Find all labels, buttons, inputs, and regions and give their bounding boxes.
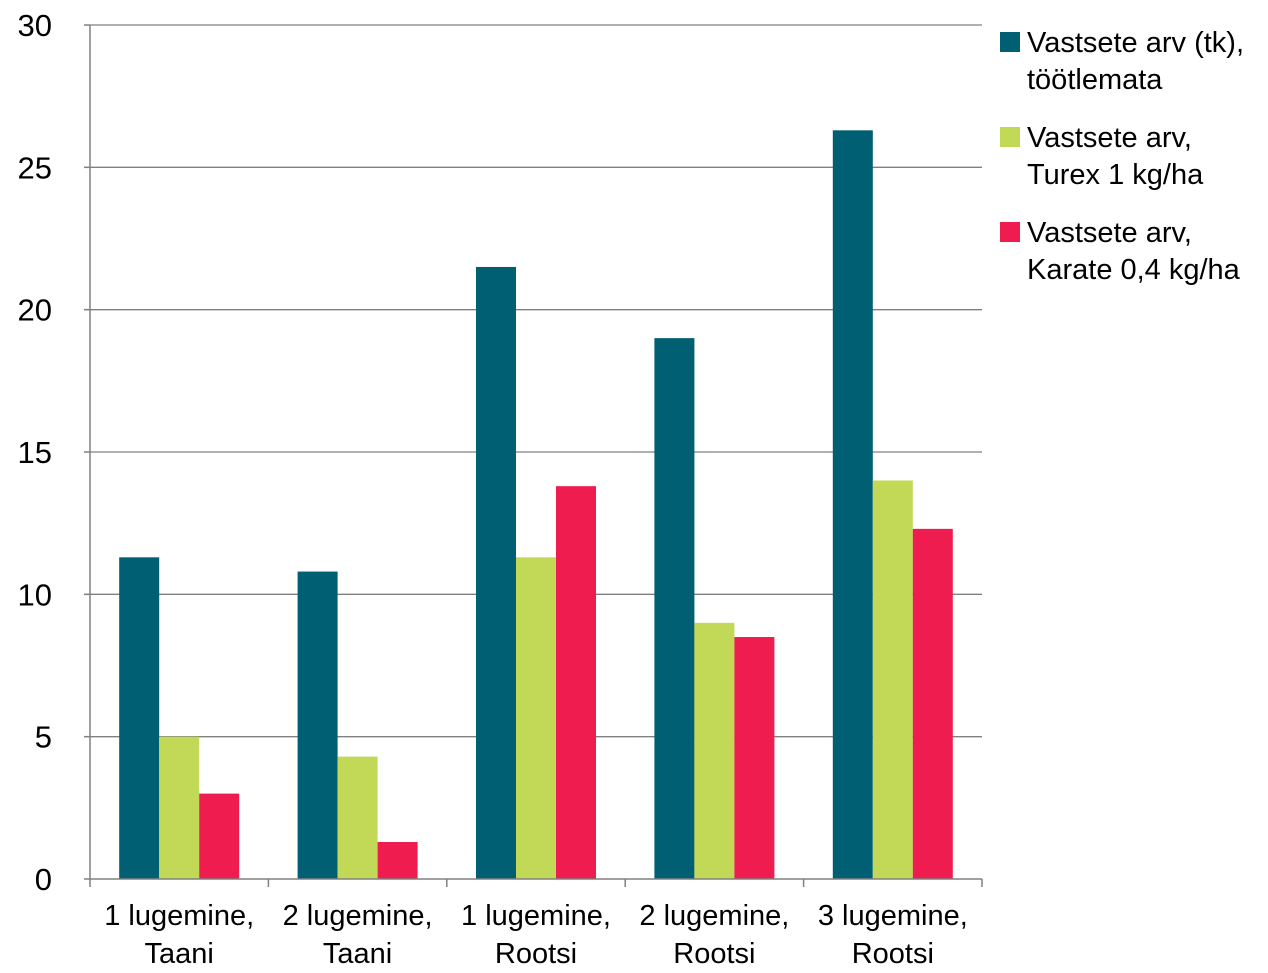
axes — [84, 24, 983, 887]
legend-label-1-line-2: töötlemata — [1027, 64, 1163, 96]
x-category-label-1-line-1: 1 lugemine, — [104, 900, 254, 932]
bar-series1-cat1 — [119, 557, 160, 879]
y-tick-label-5: 5 — [35, 720, 52, 755]
x-category-label-4-line-2: Rootsi — [673, 938, 755, 970]
y-tick-label-20: 20 — [18, 293, 52, 328]
legend-swatch-1 — [1000, 32, 1020, 52]
x-category-label-4-line-1: 2 lugemine, — [639, 900, 789, 932]
bar-series3-cat5 — [912, 528, 953, 879]
bar-series1-cat4 — [654, 338, 695, 880]
bar-series1-cat5 — [832, 130, 873, 879]
legend-label-3-line-2: Karate 0,4 kg/ha — [1027, 254, 1241, 286]
bars — [119, 130, 953, 880]
x-category-label-2-line-2: Taani — [323, 938, 392, 970]
y-tick-label-15: 15 — [18, 435, 52, 470]
bar-series3-cat2 — [377, 841, 418, 879]
y-tick-label-25: 25 — [18, 150, 52, 185]
y-tick-label-30: 30 — [18, 8, 52, 43]
bar-series3-cat4 — [734, 637, 775, 879]
bar-series1-cat3 — [476, 266, 516, 879]
y-tick-label-0: 0 — [35, 862, 52, 897]
bar-series3-cat1 — [199, 793, 240, 879]
bar-series2-cat5 — [872, 480, 913, 879]
legend-label-2-line-1: Vastsete arv, — [1027, 122, 1192, 154]
legend-swatch-2 — [1000, 127, 1020, 147]
legend: Vastsete arv (tk), töötlemata Vastsete arv… — [1000, 27, 1244, 286]
y-axis-tick-labels: 0 5 10 15 20 25 30 — [18, 8, 52, 897]
legend-label-1-line-1: Vastsete arv (tk), — [1027, 27, 1244, 59]
y-tick-label-10: 10 — [18, 577, 52, 612]
x-category-label-3-line-2: Rootsi — [495, 938, 577, 970]
legend-swatch-3 — [1000, 222, 1020, 242]
x-axis-category-labels: 1 lugemine, Taani 2 lugemine, Taani 1 lugemi… — [104, 900, 968, 970]
bar-series3-cat3 — [556, 486, 596, 879]
bar-series2-cat3 — [516, 557, 556, 879]
legend-label-3-line-1: Vastsete arv, — [1027, 217, 1192, 249]
legend-label-2-line-2: Turex 1 kg/ha — [1027, 159, 1204, 191]
x-category-label-5-line-2: Rootsi — [852, 938, 934, 970]
x-category-label-5-line-1: 3 lugemine, — [818, 900, 968, 932]
x-category-label-3-line-1: 1 lugemine, — [461, 900, 611, 932]
bar-series2-cat2 — [337, 756, 378, 879]
bar-series2-cat4 — [694, 622, 735, 879]
bar-series1-cat2 — [297, 571, 338, 879]
x-category-label-2-line-1: 2 lugemine, — [283, 900, 433, 932]
x-category-label-1-line-2: Taani — [145, 938, 214, 970]
bar-series2-cat1 — [159, 736, 200, 879]
